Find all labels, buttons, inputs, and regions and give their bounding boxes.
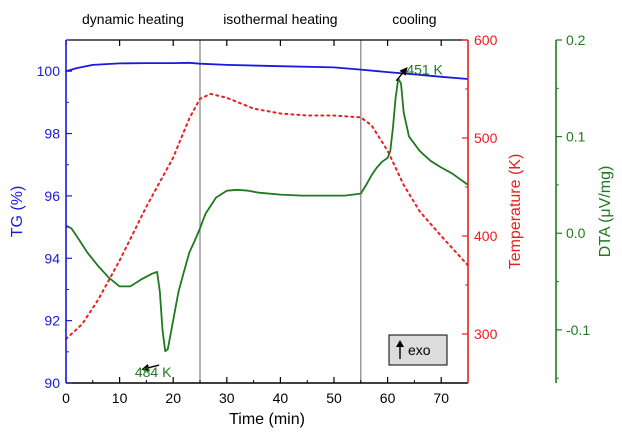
temperature-tick-label: 500 <box>474 130 498 146</box>
x-tick-label: 70 <box>433 390 449 406</box>
x-axis: 0 10 20 30 40 50 60 70 Time (min) <box>62 40 468 428</box>
temperature-tick-label: 300 <box>474 326 498 342</box>
series-lines <box>65 61 469 353</box>
annotation-arrow <box>395 67 408 82</box>
temp-series-line <box>65 92 469 340</box>
up-arrow-icon <box>396 340 404 347</box>
dta-axis: -0.1 0.0 0.1 0.2 DTA (μV/mg) <box>555 32 614 383</box>
annotation-label: 484 K <box>135 364 172 380</box>
region-labels: dynamic heating isothermal heating cooling <box>82 11 437 27</box>
temperature-axis-title: Temperature (K) <box>507 154 524 270</box>
tg-tick-label: 96 <box>44 188 60 204</box>
annotations: 484 K 451 K <box>135 62 444 380</box>
dta-tick-label: 0.0 <box>566 225 586 241</box>
annotation-arrow <box>141 363 160 372</box>
dta-tick-label: 0.1 <box>566 129 586 145</box>
exo-label: exo <box>408 342 431 358</box>
tg-axis-title: TG (%) <box>9 186 26 238</box>
tg-tick-label: 94 <box>44 250 60 266</box>
temperature-axis: 300 400 500 600 Temperature (K) <box>462 32 524 383</box>
tg-tick-label: 90 <box>44 375 60 391</box>
temperature-tick-label: 600 <box>474 32 498 48</box>
x-tick-label: 10 <box>112 390 128 406</box>
x-tick-label: 60 <box>380 390 396 406</box>
dta-series-line <box>65 77 469 353</box>
x-tick-label: 0 <box>62 390 70 406</box>
exo-legend-box: exo <box>388 334 448 366</box>
divider-lines <box>199 40 362 383</box>
x-tick-label: 20 <box>165 390 181 406</box>
region-label: cooling <box>392 11 436 27</box>
tg-tick-label: 92 <box>44 313 60 329</box>
tg-axis: 90 92 94 96 98 100 TG (%) <box>9 39 72 391</box>
region-label: dynamic heating <box>82 11 184 27</box>
annotation-label: 451 K <box>406 62 443 78</box>
tg-tick-label: 98 <box>44 126 60 142</box>
x-tick-label: 30 <box>219 390 235 406</box>
tg-tick-label: 100 <box>37 63 61 79</box>
x-tick-label: 50 <box>326 390 342 406</box>
dta-axis-title: DTA (μV/mg) <box>597 166 614 258</box>
temperature-tick-label: 400 <box>474 228 498 244</box>
x-axis-title: Time (min) <box>229 411 305 428</box>
x-tick-label: 40 <box>273 390 289 406</box>
region-label: isothermal heating <box>223 11 337 27</box>
dta-tick-label: -0.1 <box>566 322 590 338</box>
exo-box <box>388 334 448 366</box>
dta-tick-label: 0.2 <box>566 32 586 48</box>
